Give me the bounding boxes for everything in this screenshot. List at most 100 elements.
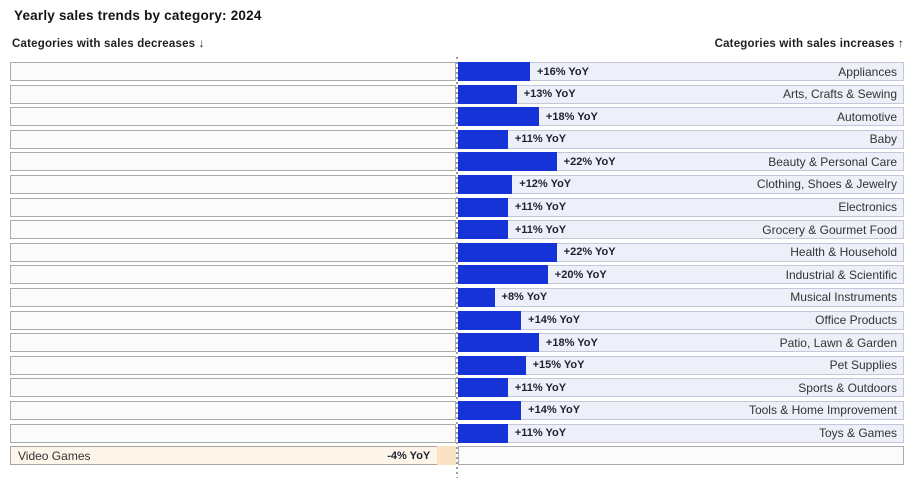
value-label: +11% YoY [514,223,567,236]
category-label: Clothing, Shoes & Jewelry [756,177,897,192]
increase-cell: +12% YoY Clothing, Shoes & Jewelry [458,174,904,194]
page-title: Yearly sales trends by category: 2024 [14,8,262,23]
category-label: Beauty & Personal Care [768,154,897,169]
increase-cell: +15% YoY Pet Supplies [458,355,904,375]
category-label: Musical Instruments [790,290,897,305]
decrease-cell-empty [10,107,456,127]
increase-bar[interactable] [458,355,526,375]
increase-bar[interactable] [458,423,508,443]
category-label: Pet Supplies [829,358,897,373]
table-row: +12% YoY Clothing, Shoes & Jewelry [10,174,904,194]
table-row: +22% YoY Beauty & Personal Care [10,152,904,172]
decrease-cell-empty [10,242,456,262]
category-label: Appliances [838,64,897,79]
decrease-bar[interactable] [437,446,456,466]
increase-cell: +13% YoY Arts, Crafts & Sewing [458,84,904,104]
decrease-cell-empty [10,197,456,217]
table-row: +11% YoY Grocery & Gourmet Food [10,220,904,240]
increase-cell: +11% YoY Electronics [458,197,904,217]
category-label: Toys & Games [818,426,897,440]
value-label: +11% YoY [514,133,567,146]
decrease-cell-empty [10,265,456,285]
table-row: +16% YoY Appliances [10,62,904,81]
table-row: +11% YoY Electronics [10,197,904,217]
increase-bar[interactable] [458,310,522,330]
category-label: Electronics [838,200,897,215]
value-label: +13% YoY [523,88,576,101]
table-row: Video Games -4% YoY [10,446,904,466]
increase-cell: +11% YoY Toys & Games [458,423,904,443]
decrease-cell-empty [10,62,456,81]
table-row: +11% YoY Toys & Games [10,423,904,443]
increase-cell: +14% YoY Tools & Home Improvement [458,400,904,420]
table-row: +14% YoY Office Products [10,310,904,330]
decrease-cell-empty [10,129,456,149]
increase-cell: +14% YoY Office Products [458,310,904,330]
table-row: +11% YoY Sports & Outdoors [10,378,904,398]
value-label: +16% YoY [537,65,589,78]
table-row: +14% YoY Tools & Home Improvement [10,400,904,420]
category-label: Video Games [18,448,91,463]
increase-bar[interactable] [458,287,495,307]
header-sales-decreases[interactable]: Categories with sales decreases ↓ [12,38,205,50]
increase-bar[interactable] [458,174,513,194]
value-label: +18% YoY [545,336,598,349]
increase-cell: +16% YoY Appliances [458,62,904,81]
increase-bar[interactable] [458,152,557,172]
category-label: Grocery & Gourmet Food [762,222,897,237]
increase-cell: +22% YoY Beauty & Personal Care [458,152,904,172]
increase-cell: +22% YoY Health & Household [458,242,904,262]
decrease-cell-empty [10,152,456,172]
category-bar-rows: +16% YoY Appliances +13% YoY Arts, Craft… [10,62,904,469]
decrease-cell: Video Games -4% YoY [10,446,456,466]
increase-cell: +11% YoY Baby [458,129,904,149]
increase-bar[interactable] [458,378,508,398]
increase-cell: +11% YoY Grocery & Gourmet Food [458,220,904,240]
table-row: +8% YoY Musical Instruments [10,287,904,307]
table-row: +11% YoY Baby [10,129,904,149]
category-label: Automotive [836,109,897,124]
decrease-cell-empty [10,355,456,375]
value-label: +18% YoY [545,110,598,123]
increase-bar[interactable] [458,107,539,127]
increase-bar[interactable] [458,333,539,353]
decrease-cell-empty [10,84,456,104]
increase-cell: +18% YoY Patio, Lawn & Garden [458,333,904,353]
value-label: +22% YoY [563,155,616,168]
category-label: Arts, Crafts & Sewing [782,87,897,102]
decrease-cell-empty [10,310,456,330]
value-label: -4% YoY [387,449,431,462]
increase-bar[interactable] [458,84,517,104]
increase-bar[interactable] [458,265,548,285]
increase-bar[interactable] [458,220,508,240]
table-row: +15% YoY Pet Supplies [10,355,904,375]
increase-bar[interactable] [458,129,508,149]
category-label: Industrial & Scientific [785,267,897,282]
decrease-cell-empty [10,378,456,398]
category-label: Office Products [815,313,897,328]
value-label: +15% YoY [532,359,585,372]
category-label: Health & Household [790,245,897,260]
value-label: +14% YoY [528,404,581,417]
value-label: +12% YoY [519,178,572,191]
increase-bar[interactable] [458,62,531,81]
table-row: +13% YoY Arts, Crafts & Sewing [10,84,904,104]
decrease-cell-empty [10,333,456,353]
decrease-cell-empty [10,423,456,443]
decrease-cell-empty [10,174,456,194]
increase-cell: +8% YoY Musical Instruments [458,287,904,307]
category-label: Baby [869,132,897,147]
increase-bar[interactable] [458,400,522,420]
value-label: +8% YoY [501,291,548,304]
center-divider-dotted-line [456,57,458,478]
category-label: Patio, Lawn & Garden [779,335,897,350]
increase-bar[interactable] [458,197,508,217]
increase-cell: +20% YoY Industrial & Scientific [458,265,904,285]
column-headers: Categories with sales decreases ↓ Catego… [12,38,904,50]
table-row: +22% YoY Health & Household [10,242,904,262]
decrease-cell-empty [10,287,456,307]
decrease-cell-empty [10,400,456,420]
increase-bar[interactable] [458,242,557,262]
table-row: +20% YoY Industrial & Scientific [10,265,904,285]
header-sales-increases[interactable]: Categories with sales increases ↑ [714,38,904,50]
